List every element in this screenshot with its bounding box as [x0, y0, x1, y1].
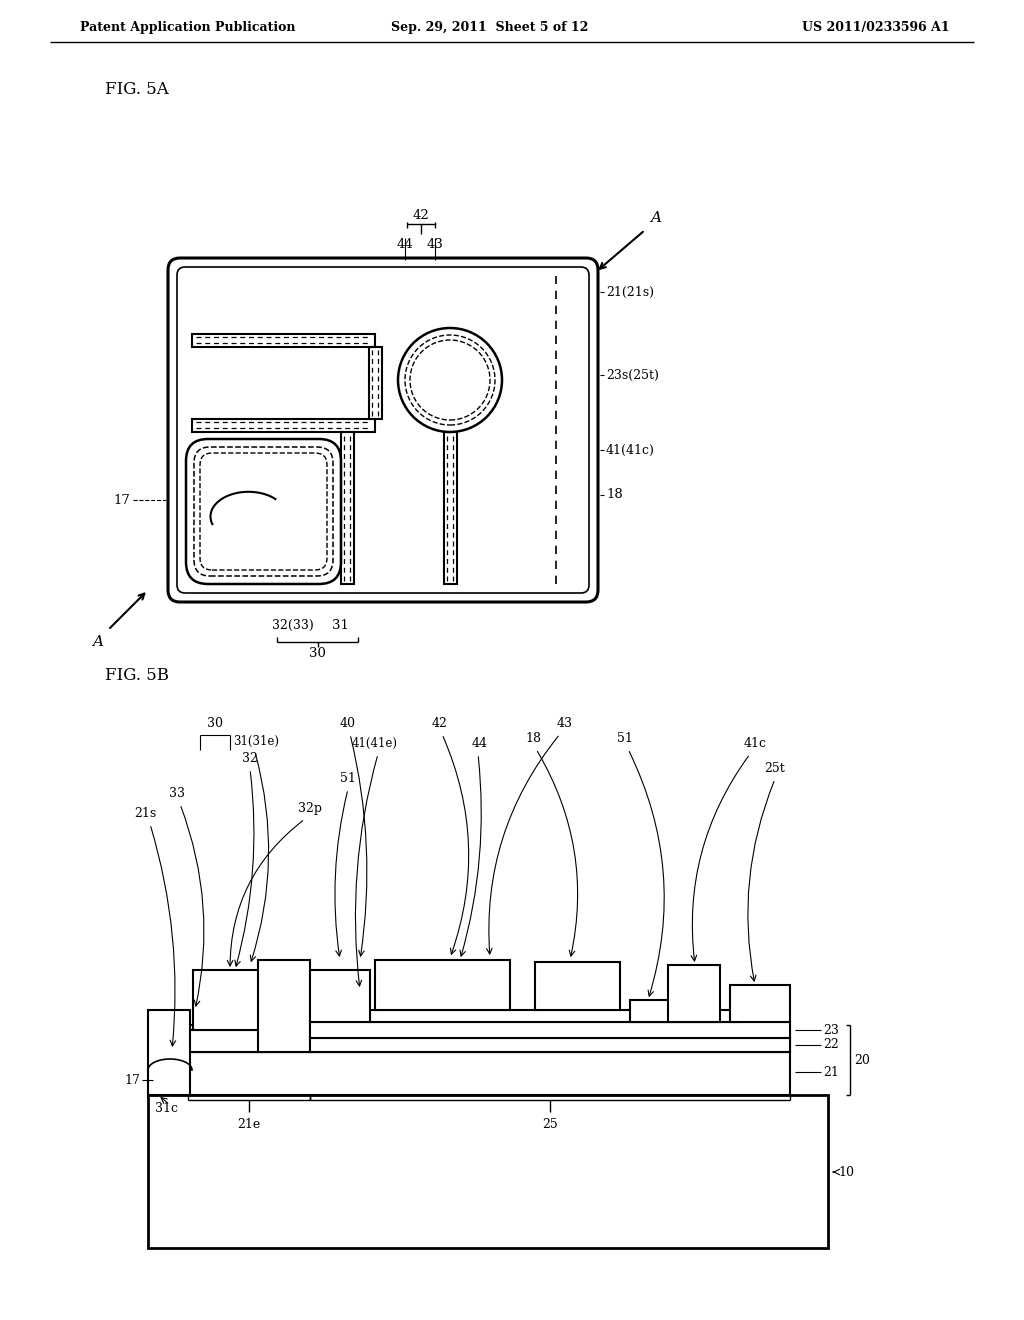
Bar — [443, 432, 457, 583]
Text: 21s: 21s — [134, 807, 156, 820]
Text: 31(31e): 31(31e) — [233, 735, 279, 748]
Bar — [193, 970, 260, 1030]
Text: 20: 20 — [854, 1053, 869, 1067]
Text: 17: 17 — [124, 1073, 140, 1086]
Bar — [375, 960, 510, 1010]
Text: 44: 44 — [396, 238, 414, 251]
Text: 10: 10 — [838, 1166, 854, 1179]
Text: 32: 32 — [242, 752, 258, 766]
Text: 32p: 32p — [298, 803, 322, 814]
Text: 33: 33 — [169, 787, 185, 800]
Text: 18: 18 — [606, 488, 623, 502]
Text: 41(41c): 41(41c) — [606, 444, 655, 457]
Bar — [258, 960, 310, 1052]
Bar — [310, 1038, 790, 1052]
Text: 30: 30 — [207, 717, 223, 730]
Text: 40: 40 — [340, 717, 356, 730]
Bar — [535, 962, 620, 1010]
Bar — [668, 965, 720, 1022]
Bar — [341, 432, 353, 583]
Text: 41c: 41c — [743, 737, 767, 750]
Bar — [369, 346, 382, 418]
Text: 42: 42 — [413, 209, 429, 222]
Bar — [185, 1030, 265, 1052]
Text: 17: 17 — [113, 494, 130, 507]
Text: 31: 31 — [332, 619, 348, 632]
Text: 42: 42 — [432, 717, 447, 730]
Bar — [310, 1022, 790, 1038]
Bar — [185, 1026, 790, 1040]
Text: Patent Application Publication: Patent Application Publication — [80, 21, 296, 33]
Text: 43: 43 — [557, 717, 573, 730]
Text: US 2011/0233596 A1: US 2011/0233596 A1 — [803, 21, 950, 33]
Text: 44: 44 — [472, 737, 488, 750]
Bar — [185, 1040, 790, 1052]
Text: FIG. 5B: FIG. 5B — [105, 667, 169, 684]
Text: 21: 21 — [823, 1065, 839, 1078]
Text: 22: 22 — [823, 1039, 839, 1052]
Text: 51: 51 — [340, 772, 356, 785]
Text: 51: 51 — [617, 733, 633, 744]
Bar — [193, 418, 375, 432]
Text: 41(41e): 41(41e) — [352, 737, 398, 750]
Bar — [370, 1010, 740, 1022]
Text: 32(33): 32(33) — [272, 619, 314, 632]
Text: 31c: 31c — [155, 1101, 178, 1114]
Text: 21e: 21e — [238, 1118, 261, 1131]
Text: A: A — [92, 635, 103, 649]
Text: FIG. 5A: FIG. 5A — [105, 82, 169, 99]
Text: 23: 23 — [823, 1023, 839, 1036]
Bar — [310, 970, 370, 1022]
Text: A: A — [650, 211, 662, 224]
Text: 25t: 25t — [765, 762, 785, 775]
Bar — [193, 334, 375, 346]
Bar — [185, 1052, 790, 1096]
Text: 21(21s): 21(21s) — [606, 285, 654, 298]
Text: Sep. 29, 2011  Sheet 5 of 12: Sep. 29, 2011 Sheet 5 of 12 — [391, 21, 589, 33]
Bar — [148, 1010, 190, 1096]
Text: 23s(25t): 23s(25t) — [606, 368, 658, 381]
Text: 30: 30 — [309, 647, 326, 660]
Bar — [148, 1096, 828, 1247]
Text: 43: 43 — [427, 238, 443, 251]
Text: 25: 25 — [542, 1118, 558, 1131]
Bar — [630, 1001, 670, 1022]
Text: 18: 18 — [525, 733, 541, 744]
Bar — [730, 985, 790, 1022]
